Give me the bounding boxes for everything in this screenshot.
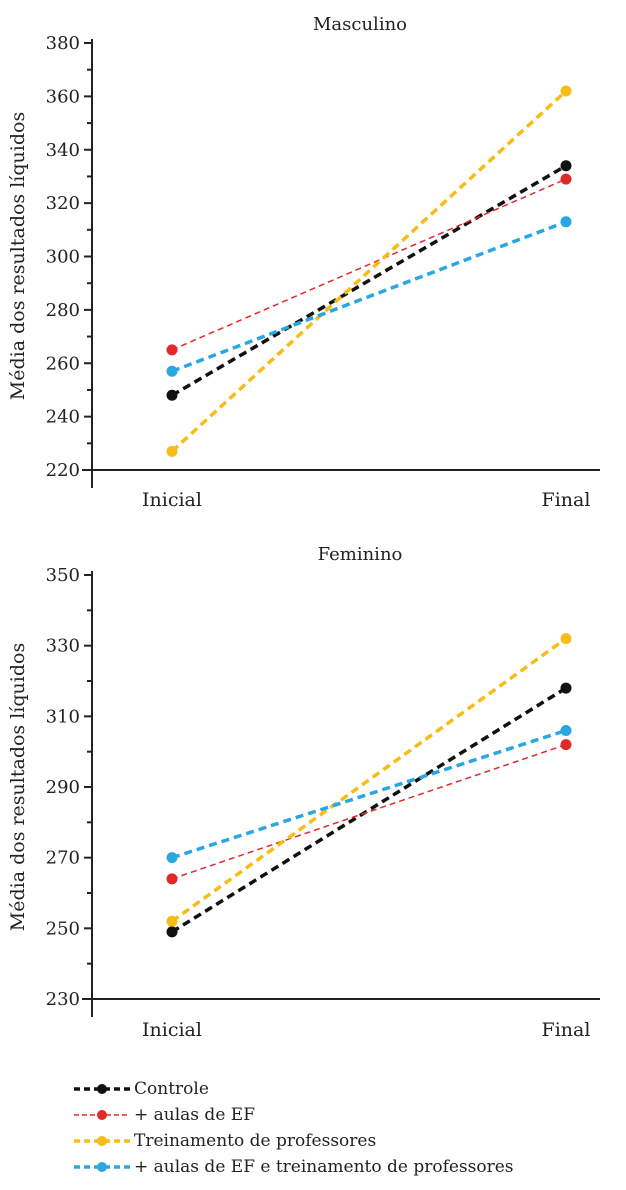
chart-0-series-0-line (171, 164, 567, 397)
legend-item: Controle (72, 1076, 622, 1102)
chart-1-y-tick-label: 270 (46, 848, 80, 869)
chart-1-title: Feminino (318, 544, 403, 565)
legend-label: + aulas de EF e treinamento de professor… (134, 1157, 514, 1177)
chart-0-y-tick-label: 220 (46, 460, 80, 481)
legend: Controle + aulas de EF Treinamento de prof… (72, 1076, 622, 1180)
chart-0-y-tick-label: 240 (46, 407, 80, 428)
chart-1-series-1-line (171, 743, 567, 880)
chart-0-y-tick-label: 280 (46, 300, 80, 321)
chart-0-series-0-point-0 (166, 389, 178, 401)
chart-1-series-2-line (170, 637, 568, 923)
chart-1-series-1-point-0 (166, 873, 178, 885)
chart-1-series-1-point-1 (560, 739, 572, 751)
legend-swatch (74, 1084, 130, 1094)
chart-0-y-tick-label: 300 (46, 247, 80, 268)
chart-0-x-tick-label: Final (542, 489, 591, 511)
chart-0-y-tick-label: 260 (46, 353, 80, 374)
legend-swatch (74, 1136, 130, 1146)
chart-0-y-tick-label: 340 (46, 140, 80, 161)
legend-item: + aulas de EF (72, 1102, 622, 1128)
chart-0-y-tick-label: 320 (46, 193, 80, 214)
chart-1-series-0-point-0 (166, 926, 178, 938)
legend-label: + aulas de EF (134, 1105, 255, 1125)
chart-1-x-tick-label: Final (542, 1019, 591, 1041)
chart-1-y-tick-label: 250 (46, 918, 80, 939)
chart-0-series-3-line (171, 220, 567, 373)
chart-1-y-axis-label: Média dos resultados líquidos (7, 643, 29, 931)
chart-0-series-1-point-1 (560, 173, 572, 185)
chart-1-y-tick-label: 290 (46, 777, 80, 798)
chart-1-series-3-point-1 (560, 724, 572, 736)
chart-0-y-axis-label: Média dos resultados líquidos (7, 112, 29, 400)
legend-swatch (74, 1162, 130, 1172)
chart-0-series-3-point-0 (166, 365, 178, 377)
chart-0-y-tick-label: 360 (46, 86, 80, 107)
chart-1-series-0-point-1 (560, 682, 572, 694)
chart-1-y-tick-label: 230 (46, 989, 80, 1010)
chart-1-x-tick-label: Inicial (142, 1019, 202, 1041)
chart-1-y-tick-label: 350 (46, 565, 80, 586)
chart-1-series-0-line (171, 686, 567, 934)
legend-item: + aulas de EF e treinamento de professor… (72, 1154, 622, 1180)
chart-0-series-2-line (170, 89, 568, 453)
chart-1-series-3-line (171, 728, 567, 860)
legend-swatch (74, 1110, 130, 1120)
chart-0-series-2-point-0 (166, 445, 178, 457)
chart-0-y-tick-label: 380 (46, 33, 80, 54)
chart-0-x-tick-label: Inicial (142, 489, 202, 511)
chart-0-series-1-point-0 (166, 344, 178, 356)
chart-1-series-2-point-0 (166, 915, 178, 927)
chart-0-series-2-point-1 (560, 85, 572, 97)
chart-0-title: Masculino (313, 14, 407, 35)
chart-1-series-2-point-1 (560, 633, 572, 645)
chart-1-series-3-point-0 (166, 852, 178, 864)
legend-label: Treinamento de professores (134, 1131, 377, 1151)
legend-label: Controle (134, 1079, 209, 1099)
chart-1-y-tick-label: 310 (46, 706, 80, 727)
chart-0-series-1-line (171, 178, 567, 351)
legend-item: Treinamento de professores (72, 1128, 622, 1154)
chart-1-y-tick-label: 330 (46, 636, 80, 657)
chart-0-series-3-point-1 (560, 216, 572, 228)
chart-0-series-0-point-1 (560, 160, 572, 172)
